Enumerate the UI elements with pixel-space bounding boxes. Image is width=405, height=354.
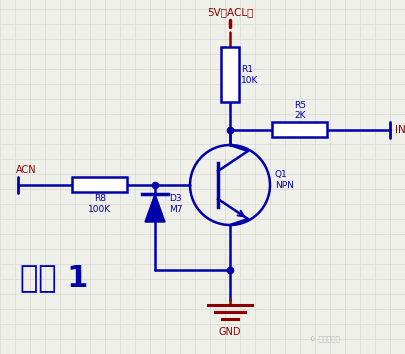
Text: GND: GND xyxy=(218,327,241,337)
Bar xyxy=(272,122,327,137)
Text: R5
2K: R5 2K xyxy=(293,101,305,120)
Bar xyxy=(72,177,127,193)
Text: D3
M7: D3 M7 xyxy=(168,194,182,214)
Bar xyxy=(220,47,239,103)
Text: ☪ 电路一点通: ☪ 电路一点通 xyxy=(309,335,339,342)
Text: 方案 1: 方案 1 xyxy=(20,263,88,292)
Text: R8
100K: R8 100K xyxy=(88,194,111,214)
Text: R1
10K: R1 10K xyxy=(241,65,258,85)
Polygon shape xyxy=(145,194,164,222)
Text: INT: INT xyxy=(394,125,405,135)
Text: ACN: ACN xyxy=(16,165,36,175)
Text: 5V（ACL）: 5V（ACL） xyxy=(206,7,253,17)
Text: Q1
NPN: Q1 NPN xyxy=(274,170,293,190)
